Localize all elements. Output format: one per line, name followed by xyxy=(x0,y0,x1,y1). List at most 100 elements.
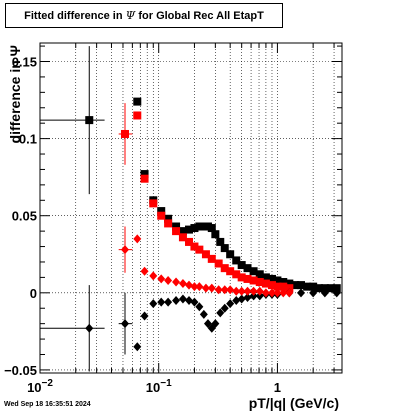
square-marker xyxy=(296,281,305,290)
diamond-marker xyxy=(185,280,194,290)
square-marker xyxy=(279,278,288,287)
square-marker xyxy=(207,254,216,263)
square-marker xyxy=(178,233,187,242)
chart-title-prefix: Fitted difference in xyxy=(24,10,123,22)
diamond-marker xyxy=(157,297,166,307)
diamond-marker xyxy=(216,308,225,318)
diamond-marker xyxy=(214,285,223,295)
y-tick-label: 0 xyxy=(30,286,37,301)
square-marker xyxy=(157,211,166,220)
square-marker xyxy=(237,261,246,270)
data-marks-layer xyxy=(40,46,341,372)
square-marker xyxy=(243,274,252,283)
diamond-marker xyxy=(320,288,329,298)
square-marker xyxy=(164,219,173,228)
diamond-marker xyxy=(178,279,187,289)
diamond-marker xyxy=(232,286,241,296)
diamond-marker xyxy=(164,297,173,307)
square-marker xyxy=(172,227,181,236)
diamond-marker xyxy=(220,303,229,313)
square-marker xyxy=(261,273,270,282)
diamond-marker xyxy=(309,288,318,298)
square-marker xyxy=(220,244,229,253)
timestamp: Wed Sep 18 16:35:51 2024 xyxy=(4,401,91,408)
x-tick-label: 10−1 xyxy=(146,378,172,395)
square-marker xyxy=(220,264,229,273)
diamond-marker xyxy=(255,286,264,296)
diamond-marker xyxy=(273,288,282,298)
y-axis-title: difference in Ψ xyxy=(7,45,23,143)
square-marker xyxy=(303,282,312,291)
square-marker xyxy=(261,279,270,288)
square-marker xyxy=(255,270,264,279)
diamond-marker xyxy=(226,285,235,295)
square-marker xyxy=(185,237,194,246)
square-marker xyxy=(226,267,235,276)
chart-title-box: Fitted difference in Ψ for Global Rec Al… xyxy=(5,3,283,28)
diamond-marker xyxy=(190,297,199,307)
diamond-marker xyxy=(255,291,264,301)
square-marker xyxy=(273,282,282,291)
diamond-marker xyxy=(226,299,235,309)
square-marker xyxy=(255,278,264,287)
diamond-marker xyxy=(243,292,252,302)
diamond-marker xyxy=(195,302,204,312)
diamond-marker xyxy=(178,294,187,304)
square-marker xyxy=(216,237,225,246)
square-marker xyxy=(285,284,294,293)
square-marker xyxy=(320,284,329,293)
square-marker xyxy=(273,276,282,285)
diamond-marker xyxy=(267,288,276,298)
square-marker xyxy=(140,174,149,183)
diamond-marker xyxy=(279,288,288,298)
diamond-marker xyxy=(149,271,158,281)
diamond-marker xyxy=(190,282,199,292)
square-marker xyxy=(195,245,204,254)
square-marker xyxy=(267,274,276,283)
square-marker xyxy=(164,214,173,223)
square-marker xyxy=(207,224,216,233)
square-marker xyxy=(185,225,194,234)
square-marker xyxy=(85,116,94,125)
diamond-marker xyxy=(207,283,216,293)
y-tick-label: 0.15 xyxy=(12,55,37,70)
square-marker xyxy=(120,129,129,138)
square-marker xyxy=(214,259,223,268)
square-marker xyxy=(140,170,149,179)
diamond-marker xyxy=(237,294,246,304)
diamond-marker xyxy=(185,296,194,306)
diamond-marker xyxy=(232,296,241,306)
diamond-marker xyxy=(164,275,173,285)
diamond-marker xyxy=(199,309,208,319)
square-marker xyxy=(332,284,341,293)
diamond-marker xyxy=(120,245,129,255)
square-marker xyxy=(195,222,204,231)
diamond-marker xyxy=(133,234,142,244)
square-marker xyxy=(243,264,252,273)
chart-title-symbol: Ψ xyxy=(125,9,136,22)
diamond-marker xyxy=(140,266,149,276)
square-marker xyxy=(149,199,158,208)
diamond-marker xyxy=(157,274,166,284)
x-tick-label: 10−2 xyxy=(27,378,53,395)
square-marker xyxy=(279,282,288,291)
diamond-marker xyxy=(195,282,204,292)
diamond-marker xyxy=(237,286,246,296)
diamond-marker xyxy=(149,299,158,309)
diamond-marker xyxy=(85,323,94,333)
tick-labels-layer: 10−2 10−1 1 −0.05 0 0.05 0.1 0.15 xyxy=(4,55,281,395)
square-marker xyxy=(199,222,208,231)
grid-layer xyxy=(39,43,342,373)
square-marker xyxy=(133,97,142,106)
diamond-marker xyxy=(201,283,210,293)
square-marker xyxy=(157,207,166,216)
chart-title-suffix: for Global Rec All EtapT xyxy=(138,10,264,22)
x-tick-label: 1 xyxy=(274,380,281,395)
diamond-marker xyxy=(172,296,181,306)
diamond-marker xyxy=(140,311,149,321)
square-marker xyxy=(226,250,235,259)
diamond-marker xyxy=(211,319,220,329)
square-marker xyxy=(232,256,241,265)
diamond-marker xyxy=(220,285,229,295)
